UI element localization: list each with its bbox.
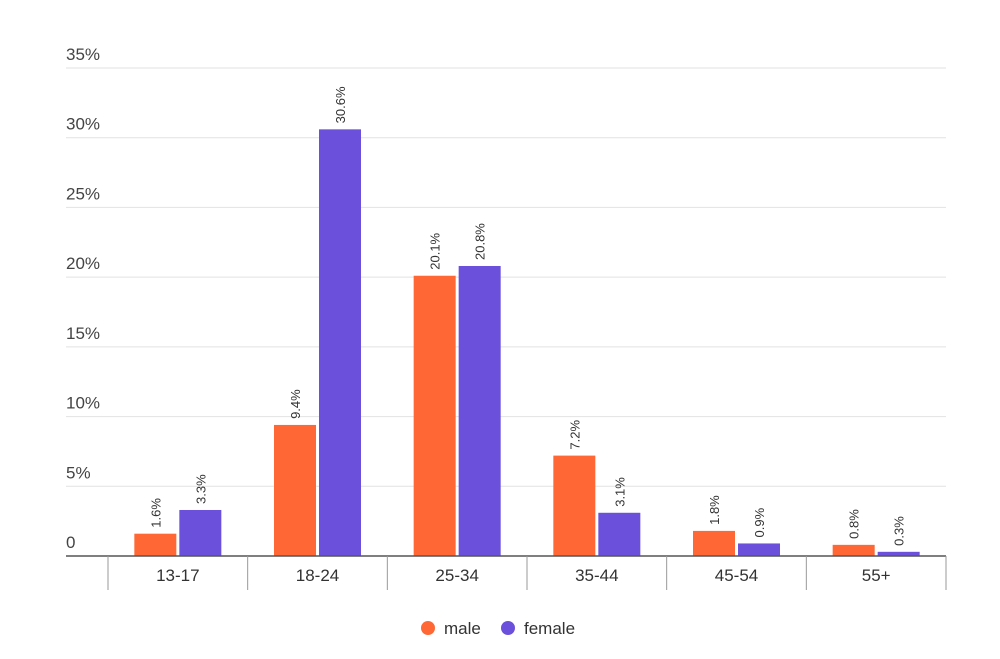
x-tick-label: 35-44 [575, 566, 618, 585]
x-tick-label: 45-54 [715, 566, 758, 585]
data-label: 1.8% [707, 495, 722, 525]
x-tick-label: 25-34 [435, 566, 478, 585]
y-tick-label: 5% [66, 463, 91, 482]
bar-male [693, 530, 735, 556]
data-label: 30.6% [333, 86, 348, 123]
data-label: 9.4% [288, 389, 303, 419]
legend-item-male: male [421, 619, 481, 638]
bar-male [553, 455, 596, 556]
y-tick-label: 20% [66, 254, 100, 273]
legend: male female [421, 619, 575, 638]
bar-male [134, 533, 177, 556]
y-tick-label: 25% [66, 184, 100, 203]
bar-female [179, 509, 222, 556]
legend-label: female [524, 619, 575, 638]
y-tick-label: 15% [66, 324, 100, 343]
legend-swatch [421, 621, 435, 635]
y-axis-ticks: 0 5% 10% 15% 20% 25% 30% 35% [66, 45, 100, 552]
bar-male [832, 544, 875, 556]
bar-female [738, 543, 780, 556]
data-label: 0.9% [752, 507, 767, 537]
data-label: 3.3% [193, 474, 208, 504]
data-label: 7.2% [567, 420, 582, 450]
y-tick-label: 30% [66, 115, 100, 134]
y-tick-label: 0 [66, 533, 75, 552]
x-tick-label: 18-24 [296, 566, 339, 585]
data-label: 0.3% [892, 516, 907, 546]
bar-male [274, 424, 316, 556]
legend-swatch [501, 621, 515, 635]
x-axis: 13-17 18-24 25-34 35-44 45-54 55+ [66, 555, 947, 590]
data-labels: 1.6% 9.4% 20.1% 7.2% 1.8% 0.8% 3.3% 30.6% 20.8% 3… [148, 86, 906, 546]
x-tick-label: 13-17 [156, 566, 199, 585]
gridlines [66, 67, 946, 487]
data-label: 1.6% [148, 498, 163, 528]
x-tick-label: 55+ [862, 566, 891, 585]
bar-male [413, 275, 456, 556]
bar-female [598, 512, 641, 556]
bars [134, 129, 920, 556]
bar-female [319, 129, 361, 556]
data-label: 0.8% [847, 509, 862, 539]
data-label: 20.8% [473, 223, 488, 260]
legend-label: male [444, 619, 481, 638]
y-tick-label: 35% [66, 45, 100, 64]
data-label: 3.1% [612, 477, 627, 507]
y-tick-label: 10% [66, 394, 100, 413]
bar-female [458, 265, 501, 556]
data-label: 20.1% [428, 232, 443, 269]
legend-item-female: female [501, 619, 575, 638]
bar-female [877, 551, 920, 556]
